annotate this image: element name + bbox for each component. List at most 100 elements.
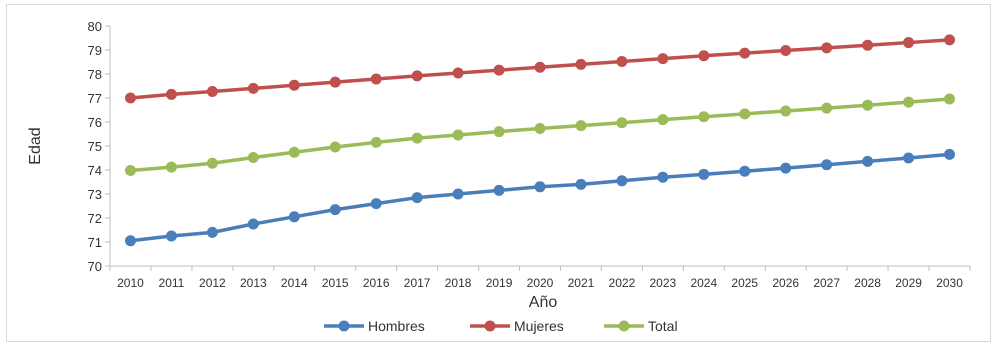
legend-label: Mujeres: [514, 318, 564, 334]
x-tick-label: 2012: [199, 276, 226, 290]
x-tick-label: 2029: [895, 276, 922, 290]
y-tick-label: 77: [88, 91, 102, 106]
x-tick-label: 2016: [363, 276, 390, 290]
x-tick-label: 2020: [527, 276, 554, 290]
data-point-mujeres: [739, 47, 751, 59]
data-point-mujeres: [124, 92, 136, 104]
data-point-mujeres: [944, 34, 956, 46]
data-point-total: [493, 126, 505, 138]
data-point-mujeres: [288, 79, 300, 91]
data-point-hombres: [165, 230, 177, 242]
data-point-mujeres: [616, 56, 628, 68]
data-point-hombres: [329, 204, 341, 216]
data-point-mujeres: [698, 50, 710, 62]
data-point-mujeres: [575, 58, 587, 70]
data-point-hombres: [739, 165, 751, 177]
y-axis-title: Edad: [27, 127, 44, 164]
y-tick-label: 79: [88, 43, 102, 58]
x-tick-label: 2021: [568, 276, 595, 290]
y-tick-labels: 70 71 72 73 74 75 76 77 78 79 80: [88, 19, 110, 274]
y-tick-label: 78: [88, 67, 102, 82]
data-point-mujeres: [411, 70, 423, 82]
data-point-total: [288, 146, 300, 158]
data-point-total: [903, 96, 915, 108]
data-point-mujeres: [493, 64, 505, 76]
legend: Hombres Mujeres Total: [324, 318, 678, 334]
data-point-hombres: [493, 184, 505, 196]
data-point-hombres: [698, 168, 710, 180]
data-point-hombres: [288, 211, 300, 223]
data-point-hombres: [944, 148, 956, 160]
x-tick-label: 2013: [240, 276, 267, 290]
x-tick-label: 2019: [486, 276, 513, 290]
legend-marker: [484, 320, 496, 332]
x-tick-label: 2022: [609, 276, 636, 290]
chart-frame: [6, 4, 991, 342]
data-point-mujeres: [370, 73, 382, 85]
y-tick-label: 80: [88, 19, 102, 34]
data-point-mujeres: [821, 42, 833, 54]
x-axis-title: Año: [529, 294, 558, 311]
data-point-total: [370, 136, 382, 148]
y-tick-label: 72: [88, 211, 102, 226]
data-point-hombres: [206, 226, 218, 238]
x-tick-label: 2027: [813, 276, 840, 290]
series-layer: [124, 34, 956, 247]
legend-marker: [338, 320, 350, 332]
data-point-total: [780, 105, 792, 117]
data-point-total: [616, 117, 628, 129]
data-point-hombres: [247, 218, 259, 230]
data-point-total: [329, 141, 341, 153]
data-point-mujeres: [206, 86, 218, 98]
x-tick-labels: 2010 2011 2012 2013 2014 2015 2016 2017 2018 2019…: [109, 266, 971, 290]
x-tick-label: 2024: [690, 276, 717, 290]
data-point-hombres: [124, 235, 136, 247]
data-point-hombres: [657, 171, 669, 183]
data-point-total: [821, 102, 833, 114]
data-point-total: [206, 157, 218, 169]
data-point-mujeres: [534, 61, 546, 73]
data-point-total: [944, 93, 956, 105]
data-point-mujeres: [247, 82, 259, 94]
data-point-hombres: [903, 152, 915, 164]
data-point-mujeres: [165, 88, 177, 100]
y-tick-label: 70: [88, 259, 102, 274]
data-point-total: [247, 152, 259, 164]
data-point-total: [862, 99, 874, 111]
x-tick-label: 2011: [159, 276, 185, 290]
x-tick-label: 2017: [404, 276, 431, 290]
data-point-total: [452, 129, 464, 141]
x-tick-label: 2026: [772, 276, 799, 290]
data-point-total: [739, 108, 751, 120]
x-tick-label: 2018: [445, 276, 472, 290]
data-point-hombres: [821, 159, 833, 171]
y-tick-label: 74: [88, 163, 102, 178]
x-tick-label: 2028: [854, 276, 881, 290]
data-point-mujeres: [780, 44, 792, 56]
y-tick-label: 75: [88, 139, 102, 154]
data-point-mujeres: [657, 53, 669, 65]
y-tick-label: 71: [88, 235, 102, 250]
legend-item-hombres: Hombres: [324, 318, 425, 334]
data-point-hombres: [452, 188, 464, 200]
legend-marker: [618, 320, 630, 332]
data-point-total: [411, 132, 423, 144]
y-tick-label: 76: [88, 115, 102, 130]
data-point-total: [165, 161, 177, 173]
data-point-mujeres: [329, 76, 341, 88]
x-tick-label: 2030: [936, 276, 963, 290]
data-point-hombres: [575, 178, 587, 190]
data-point-total: [575, 120, 587, 132]
data-point-total: [657, 114, 669, 126]
data-point-hombres: [534, 181, 546, 193]
data-point-hombres: [411, 192, 423, 204]
x-tick-label: 2023: [650, 276, 677, 290]
legend-label: Hombres: [368, 318, 425, 334]
data-point-total: [534, 122, 546, 134]
x-tick-label: 2010: [117, 276, 144, 290]
data-point-total: [698, 111, 710, 123]
x-tick-label: 2015: [322, 276, 349, 290]
legend-item-total: Total: [604, 318, 678, 334]
x-tick-label: 2014: [281, 276, 308, 290]
